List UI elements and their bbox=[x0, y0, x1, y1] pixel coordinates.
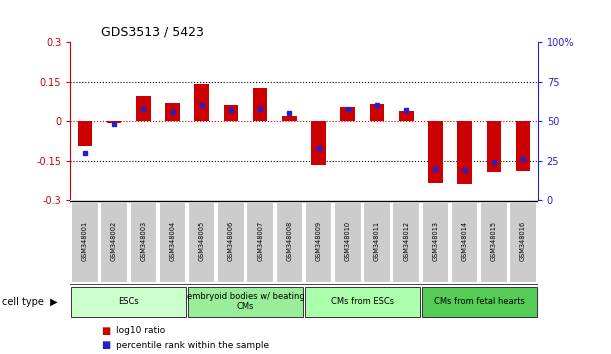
Bar bbox=[364, 202, 391, 283]
Bar bbox=[159, 202, 186, 283]
Text: GSM348009: GSM348009 bbox=[315, 221, 321, 261]
Text: log10 ratio: log10 ratio bbox=[116, 326, 166, 336]
Bar bbox=[194, 85, 209, 121]
Text: GSM348007: GSM348007 bbox=[257, 221, 263, 261]
Text: GSM348016: GSM348016 bbox=[520, 221, 526, 261]
Bar bbox=[516, 121, 530, 171]
Bar bbox=[253, 88, 268, 121]
Bar bbox=[311, 121, 326, 165]
Bar bbox=[305, 202, 332, 283]
Bar bbox=[392, 202, 420, 283]
Text: GSM348013: GSM348013 bbox=[433, 221, 439, 261]
Bar bbox=[428, 121, 443, 183]
Bar bbox=[276, 202, 303, 283]
Bar bbox=[510, 202, 537, 283]
Text: ■: ■ bbox=[101, 326, 110, 336]
Bar bbox=[486, 121, 501, 172]
Bar bbox=[334, 202, 362, 283]
Bar bbox=[71, 202, 98, 283]
Text: CMs from fetal hearts: CMs from fetal hearts bbox=[434, 297, 525, 306]
Bar bbox=[130, 202, 157, 283]
Text: ■: ■ bbox=[101, 340, 110, 350]
Bar bbox=[217, 202, 244, 283]
Text: CMs from ESCs: CMs from ESCs bbox=[331, 297, 394, 306]
Bar bbox=[282, 116, 297, 121]
Bar bbox=[399, 111, 414, 121]
Bar bbox=[246, 202, 274, 283]
Text: percentile rank within the sample: percentile rank within the sample bbox=[116, 341, 269, 350]
Text: GSM348015: GSM348015 bbox=[491, 221, 497, 261]
Text: GSM348010: GSM348010 bbox=[345, 221, 351, 261]
Bar bbox=[370, 104, 384, 121]
Bar bbox=[165, 103, 180, 121]
Text: GSM348004: GSM348004 bbox=[169, 221, 175, 261]
Bar bbox=[451, 202, 478, 283]
Text: embryoid bodies w/ beating
CMs: embryoid bodies w/ beating CMs bbox=[187, 292, 304, 312]
Bar bbox=[340, 107, 355, 121]
Text: GSM348011: GSM348011 bbox=[374, 221, 380, 261]
Bar bbox=[100, 202, 128, 283]
Text: GSM348008: GSM348008 bbox=[287, 221, 293, 261]
Text: GSM348012: GSM348012 bbox=[403, 221, 409, 261]
Bar bbox=[78, 121, 92, 146]
Bar bbox=[188, 202, 216, 283]
Text: ESCs: ESCs bbox=[119, 297, 139, 306]
Bar bbox=[305, 287, 420, 317]
Text: GSM348006: GSM348006 bbox=[228, 221, 234, 261]
Bar bbox=[136, 96, 150, 121]
Bar bbox=[458, 121, 472, 184]
Bar bbox=[71, 287, 186, 317]
Bar bbox=[422, 287, 537, 317]
Bar bbox=[224, 105, 238, 121]
Text: GSM348003: GSM348003 bbox=[141, 221, 146, 261]
Bar bbox=[188, 287, 303, 317]
Bar bbox=[422, 202, 449, 283]
Text: GSM348001: GSM348001 bbox=[82, 221, 88, 261]
Bar bbox=[480, 202, 508, 283]
Text: GSM348014: GSM348014 bbox=[462, 221, 467, 261]
Text: cell type  ▶: cell type ▶ bbox=[2, 297, 57, 307]
Bar bbox=[107, 121, 122, 122]
Text: GSM348002: GSM348002 bbox=[111, 221, 117, 261]
Text: GDS3513 / 5423: GDS3513 / 5423 bbox=[101, 26, 203, 39]
Text: GSM348005: GSM348005 bbox=[199, 221, 205, 261]
